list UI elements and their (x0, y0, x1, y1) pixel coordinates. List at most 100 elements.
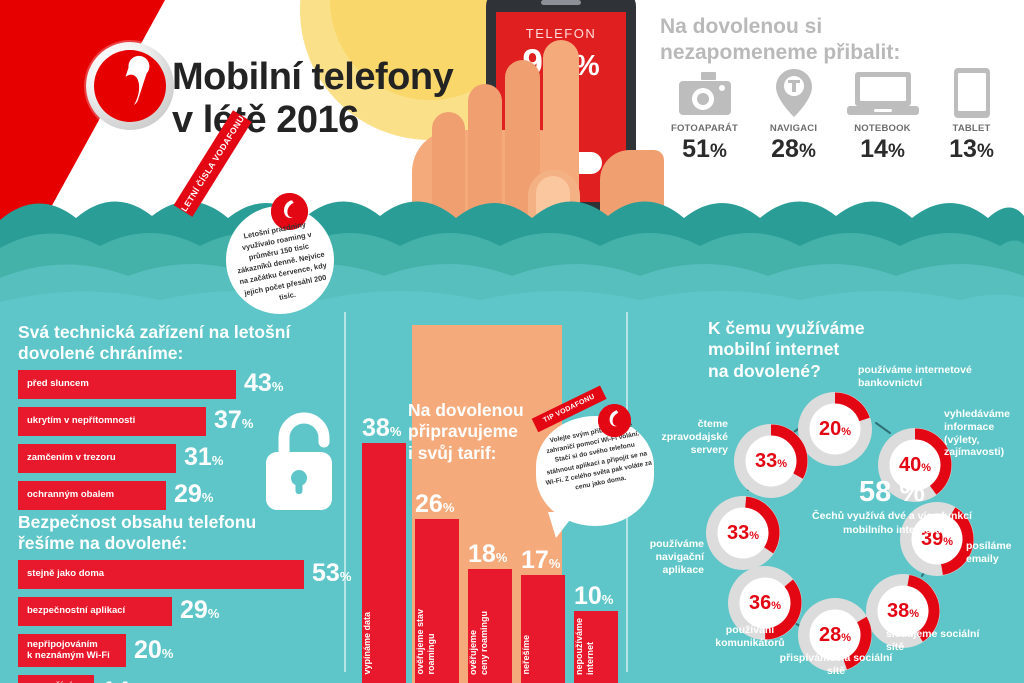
donut-value: 33% (726, 521, 760, 544)
security-title-line1: Bezpečnost obsahu telefonu (18, 512, 257, 532)
bar-label: ověřujeme ceny roamingu (468, 610, 489, 675)
bar-row: bezpečnostní aplikací 29% (18, 596, 328, 626)
bar-label: bezpečnostní aplikací (27, 605, 126, 617)
bar-label: nepoužíváme internet (18, 680, 87, 683)
bar-fill: nepoužíváme internet (574, 611, 618, 683)
donut-social-post: 28% (798, 598, 872, 672)
bar-fill: vypínáme data (362, 443, 406, 683)
bar-row: zamčením v trezoru 31% (18, 443, 328, 473)
donut-hole: 40% (889, 439, 941, 491)
protection-title: Svá technická zařízení na letošní dovole… (18, 322, 328, 365)
page-title-line2: v létě 2016 (172, 98, 359, 141)
bar-label: vypínáme data (362, 612, 372, 675)
bar-fill: stejně jako doma (18, 560, 304, 589)
internet-title: K čemu využíváme mobilní internet na dov… (708, 318, 938, 382)
tip-vodafone-logo (598, 404, 631, 437)
donut-news: 33% (734, 424, 808, 498)
bar-value: 10% (574, 582, 614, 610)
packing-item-value: 14% (860, 135, 905, 163)
protection-title-line2: dovolené chráníme: (18, 343, 184, 364)
bar-label: před sluncem (27, 378, 89, 390)
donut-search: 40% (878, 428, 952, 502)
bar-value: 29% (174, 480, 214, 508)
bar-row: nepřipojováním k neznámým Wi-Fi 20% (18, 634, 328, 667)
internet-title-line2: mobilní internet (708, 339, 840, 360)
donut-label-banking: používáme internetové bankovnictví (858, 364, 972, 389)
packing-item-navigation: NAVIGACI 28% (749, 60, 838, 164)
packing-item-label: FOTOAPARÁT (670, 123, 739, 134)
donut-hole: 38% (877, 585, 929, 637)
bar-fill: ochranným obalem (18, 481, 166, 510)
donut-value: 20% (818, 417, 852, 440)
packing-title-line2: nezapomeneme přibalit: (660, 41, 901, 65)
packing-item-label: NAVIGACI (769, 123, 818, 134)
security-bars: stejně jako doma 53% bezpečnostní aplika… (18, 559, 351, 683)
bar-value: 31% (184, 443, 224, 471)
page-title-line1: Mobilní telefony (172, 56, 454, 98)
donut-value: 33% (754, 449, 788, 472)
protection-bars: před sluncem 43% ukrytím v nepřítomnosti… (18, 369, 328, 518)
bar-row: stejně jako doma 53% (18, 559, 351, 589)
donut-label-social-follow: sledujeme sociální sítě (886, 628, 980, 653)
tariff-bars: vypínáme data 38% ověřujeme stav roaming… (362, 400, 620, 683)
bar-label: neřešíme (521, 635, 531, 675)
bar-value: 43% (244, 369, 284, 397)
bar-fill: před sluncem (18, 370, 236, 399)
bar-value: 37% (214, 406, 254, 434)
donut-hole: 36% (739, 577, 791, 629)
bar-row: před sluncem 43% (18, 369, 328, 399)
tariff-title-line1: Na dovolenou (408, 400, 524, 420)
packing-item-value: 13% (949, 135, 994, 163)
tip-bubble (536, 416, 654, 526)
bar-fill: ověřujeme ceny roamingu (468, 569, 512, 683)
donut-value: 38% (886, 599, 920, 622)
bar-value: 29% (180, 596, 220, 624)
packing-items: FOTOAPARÁT 51% NAVIGACI 28% NOTEBOOK 14%… (660, 60, 1016, 164)
internet-title-line1: K čemu využíváme (708, 318, 865, 338)
vodafone-logo (86, 42, 174, 130)
tariff-title-line3: i svůj tarif: (408, 442, 497, 463)
bar-fill: neřešíme (521, 575, 565, 683)
donut-navigation: 33% (706, 496, 780, 570)
tablet-icon (927, 60, 1016, 118)
donut-hole: 28% (809, 609, 861, 661)
packing-item-label: TABLET (952, 123, 991, 134)
donut-value: 28% (818, 623, 852, 646)
bar-label: ukrytím v nepřítomnosti (27, 415, 136, 427)
donut-label-news: čteme zpravodajské servery (661, 418, 728, 456)
donut-label-search: vyhledáváme informace (výlety, zajímavos… (944, 408, 1010, 459)
internet-center-value: 58 % (858, 476, 926, 508)
bar-value: 18% (468, 540, 508, 568)
page-title: Mobilní telefony v létě 2016 (172, 56, 502, 141)
tariff-title-line2: připravujeme (408, 421, 518, 442)
donut-label-messengers: používání komunikátorů (715, 624, 785, 649)
bar-label: ověřujeme stav roamingu (415, 609, 436, 675)
bar-fill: ověřujeme stav roamingu (415, 519, 459, 683)
donut-label-navigation: používáme navigační aplikace (649, 538, 704, 576)
donut-value: 36% (748, 591, 782, 614)
wave-decoration (0, 190, 1024, 325)
donut-label-social-post: přispíváme na sociální sítě (779, 652, 893, 677)
security-title: Bezpečnost obsahu telefonu řešíme na dov… (18, 512, 328, 555)
tariff-title: Na dovolenou připravujeme i svůj tarif: (408, 400, 538, 464)
donut-email: 39% (900, 502, 974, 576)
laptop-icon (838, 60, 927, 118)
bar-label: ochranným obalem (27, 489, 115, 501)
bar-fill: ukrytím v nepřítomnosti (18, 407, 206, 436)
packing-item-label: NOTEBOOK (854, 123, 911, 134)
donut-label-email: posíláme emaily (966, 540, 1012, 565)
donut-value: 39% (920, 527, 954, 550)
donut-hole: 33% (717, 507, 769, 559)
bar-label: nepoužíváme internet (574, 617, 595, 675)
donut-messengers: 36% (728, 566, 802, 640)
phone-stat-label: TELEFON (525, 26, 597, 41)
vodafone-logo-inner (94, 50, 166, 122)
bar-value: 53% (312, 559, 352, 587)
bar-value: 14% (102, 677, 141, 683)
donut-hole: 33% (745, 435, 797, 487)
bar-label: nepřipojováním k neznámým Wi-Fi (27, 638, 110, 661)
bar-label: zamčením v trezoru (27, 452, 116, 464)
packing-item-value: 51% (682, 135, 727, 163)
packing-title-line1: Na dovolenou si (660, 15, 823, 38)
